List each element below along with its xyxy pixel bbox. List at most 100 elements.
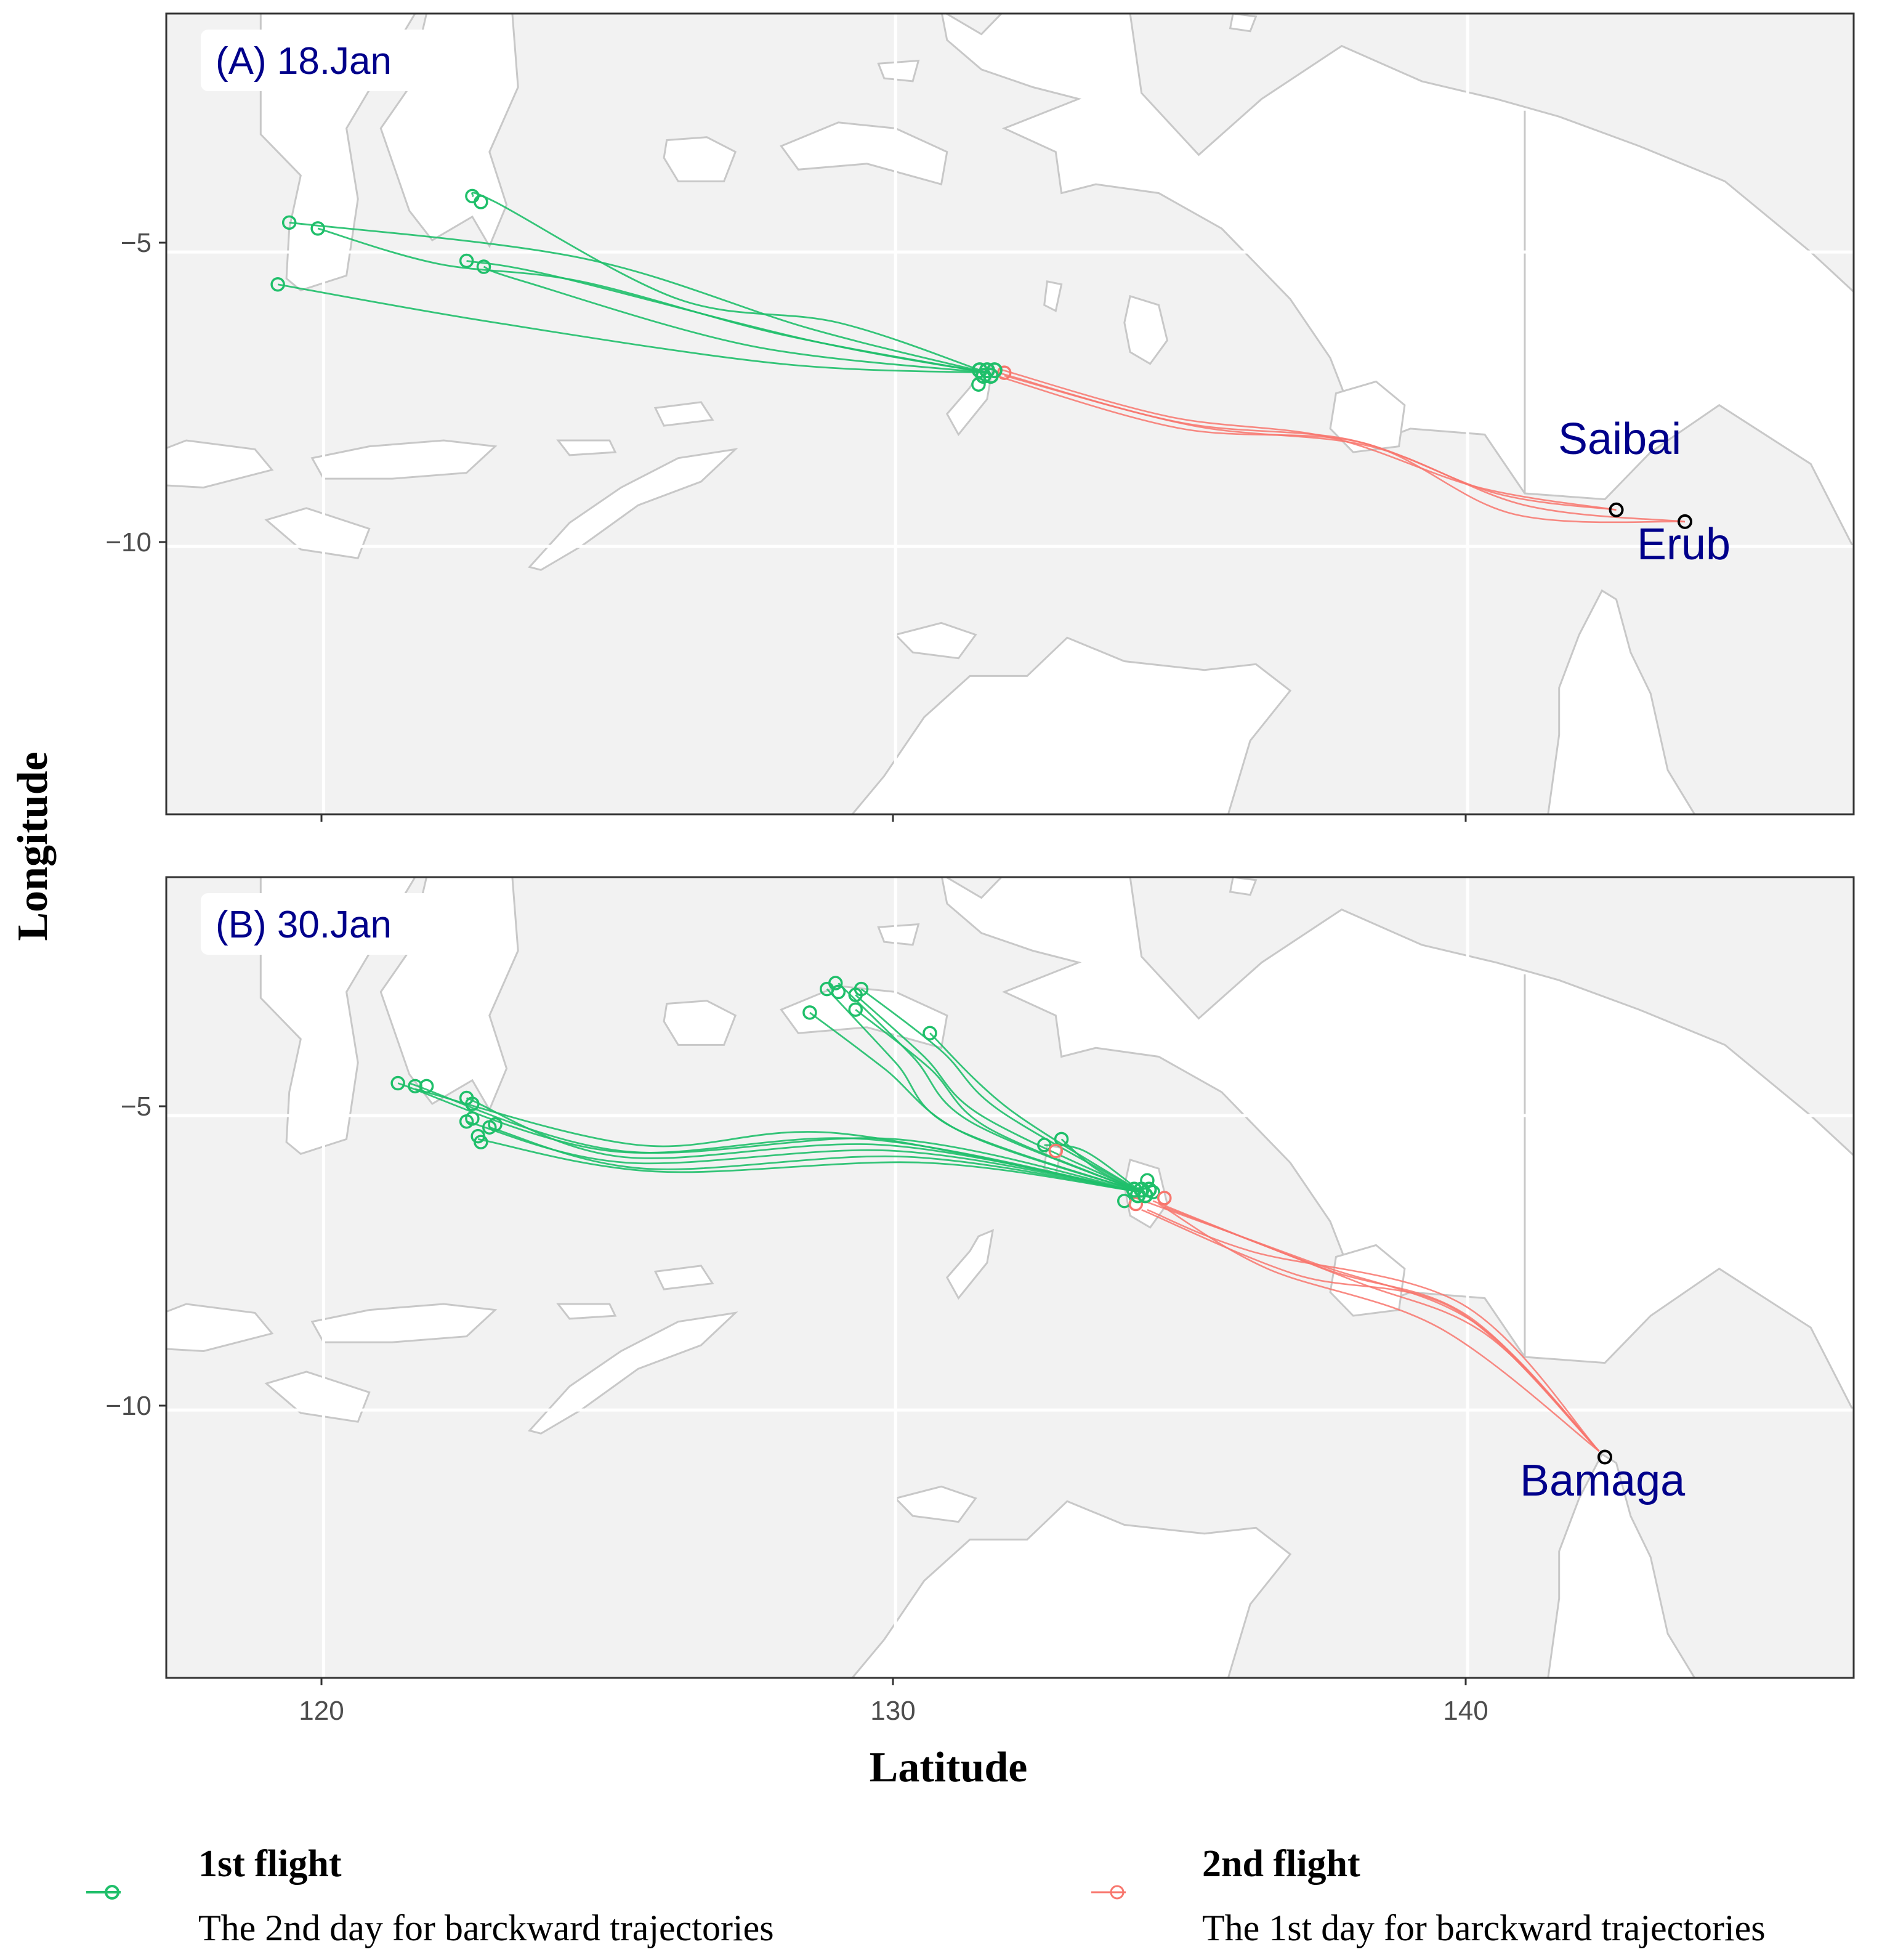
wetar-island (653, 401, 714, 427)
flores-island (310, 439, 498, 480)
first-flight-trajectory (466, 1097, 1142, 1193)
site-label-bamaga: Bamaga (1520, 1456, 1686, 1505)
alor-island (556, 1303, 617, 1320)
x-tick-label: 140 (1443, 1696, 1488, 1726)
second-flight-trajectory (1004, 375, 1686, 523)
new-guinea-landmass (940, 14, 1854, 550)
melville-island (894, 1485, 977, 1523)
x-axis-title: Latitude (870, 1744, 1028, 1791)
site-marker (1597, 1449, 1612, 1465)
x-tick-label: 130 (870, 1696, 915, 1726)
legend-text-first-flight: The 2nd day for barckward trajectories (198, 1908, 774, 1948)
first-flight-trajectory (409, 1082, 1142, 1193)
site-label-saibai: Saibai (1558, 415, 1681, 464)
y-tick-label: −5 (121, 228, 151, 258)
biak-island (1229, 14, 1258, 33)
panel-b-first-flight-lines (397, 982, 1142, 1193)
melville-island (894, 622, 977, 660)
panel-b-tag: (B) 30.Jan (201, 893, 436, 955)
first-flight-endpoint (828, 976, 843, 990)
first-flight-trajectory (477, 1138, 1142, 1193)
first-flight-endpoint (488, 1117, 503, 1132)
first-flight-endpoint (419, 1079, 434, 1094)
panel-b-tag-text: (B) 30.Jan (216, 904, 392, 946)
first-flight-trajectory (483, 265, 987, 374)
panel-b-second-flight-lines (1135, 1197, 1600, 1452)
panel-a-graticule (166, 14, 1854, 814)
x-axis-panel-a (320, 814, 1467, 822)
first-flight-endpoint (971, 377, 986, 392)
x-tick-label: 120 (299, 1696, 344, 1726)
legend-key-marker-second-flight (1110, 1885, 1125, 1900)
frederik-hendrik-island (1329, 380, 1406, 453)
legend-title-first-flight: 1st flight (198, 1843, 342, 1885)
first-flight-trajectory (397, 1082, 1142, 1193)
first-flight-endpoint (459, 253, 474, 269)
second-flight-trajectory (995, 375, 1686, 524)
biak-island (1229, 877, 1258, 896)
first-flight-endpoint (390, 1075, 405, 1091)
second-flight-endpoint (1128, 1196, 1144, 1212)
map-panel-a: (A) 18.Jan Saibai Erub (165, 12, 1855, 816)
x-axis-panel-b: 120 130 140 (299, 1678, 1488, 1726)
panel-a-second-flight-lines (995, 369, 1686, 524)
site-label-erub: Erub (1637, 520, 1731, 569)
first-flight-endpoint (465, 1096, 480, 1111)
y-tick-label: −10 (105, 527, 151, 557)
first-flight-endpoint (831, 984, 846, 1000)
first-flight-trajectory (855, 994, 1142, 1193)
tanimbar-island (945, 1229, 995, 1300)
misool-island (877, 923, 920, 946)
cape-york-landmass (1547, 589, 1696, 814)
first-flight-endpoint (923, 1026, 937, 1041)
legend-text-second-flight: The 1st day for barckward trajectories (1202, 1908, 1766, 1948)
first-flight-endpoint (310, 221, 325, 236)
y-axis-title: Longitude (9, 751, 57, 941)
panel-b-frame (165, 876, 1855, 1679)
site-marker (1678, 514, 1692, 529)
second-flight-trajectory (1147, 1209, 1600, 1452)
new-guinea-landmass (940, 877, 1854, 1414)
panel-a-tag: (A) 18.Jan (201, 30, 436, 91)
timor-island (528, 448, 738, 571)
legend-item-first-flight: 1st flight The 2nd day for barckward tra… (86, 1843, 774, 1948)
site-marker (1609, 502, 1624, 517)
australia-landmass (850, 1500, 1292, 1678)
map-panel-b: (B) 30.Jan Bamaga (165, 876, 1855, 1679)
first-flight-trajectory (466, 260, 988, 374)
panel-b-landmasses (166, 877, 1854, 1678)
first-flight-trajectory (809, 1011, 1142, 1193)
kai-island (1043, 280, 1063, 312)
sumbawa-island (166, 439, 274, 489)
sumbawa-island (166, 1303, 274, 1353)
australia-landmass (850, 636, 1292, 814)
first-flight-trajectory (277, 283, 987, 374)
first-flight-trajectory (855, 1009, 1142, 1193)
y-tick-label: −10 (105, 1391, 151, 1421)
panel-a-first-flight-lines (277, 192, 988, 374)
buru-island (663, 136, 737, 182)
first-flight-endpoint (802, 1005, 817, 1020)
legend: 1st flight The 2nd day for barckward tra… (86, 1843, 1766, 1948)
first-flight-trajectory (289, 221, 988, 374)
panel-a-endpoints (270, 188, 1692, 529)
alor-island (556, 439, 617, 456)
flores-island (310, 1303, 498, 1343)
second-flight-endpoint (1048, 1143, 1064, 1159)
first-flight-endpoint (848, 1002, 863, 1017)
trajectory-hub-marker (1141, 1181, 1157, 1198)
first-flight-endpoint (474, 1135, 488, 1149)
wetar-island (653, 1265, 714, 1290)
seram-island (780, 121, 948, 186)
panel-a-frame (165, 12, 1855, 816)
first-flight-trajectory (489, 1126, 1142, 1193)
y-axis-panel-b: −5 −10 (105, 1091, 166, 1421)
panel-b-graticule (166, 877, 1854, 1678)
second-flight-trajectory (1141, 1209, 1600, 1452)
first-flight-endpoint (854, 981, 869, 997)
cape-york-landmass (1547, 1452, 1696, 1678)
first-flight-endpoint (465, 1111, 480, 1126)
legend-item-second-flight: 2nd flight The 1st day for barckward tra… (1091, 1843, 1766, 1948)
y-tick-label: −5 (121, 1091, 151, 1122)
